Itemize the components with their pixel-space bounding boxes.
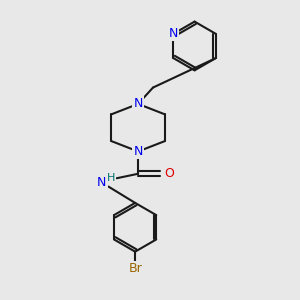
Text: N: N bbox=[134, 98, 143, 110]
Text: N: N bbox=[134, 145, 143, 158]
Text: N: N bbox=[169, 27, 178, 40]
Text: N: N bbox=[97, 176, 106, 189]
Text: Br: Br bbox=[128, 262, 142, 275]
Text: H: H bbox=[107, 172, 116, 183]
Text: O: O bbox=[164, 167, 174, 180]
